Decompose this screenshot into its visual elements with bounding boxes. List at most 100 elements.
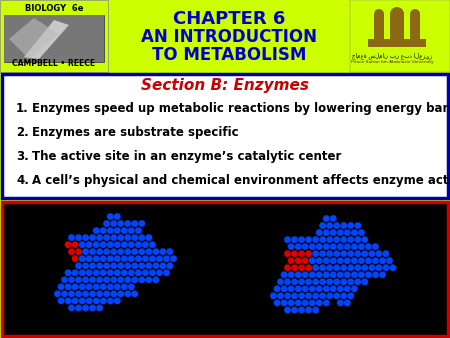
Circle shape xyxy=(117,290,124,297)
Circle shape xyxy=(96,305,103,311)
Circle shape xyxy=(305,292,312,299)
Circle shape xyxy=(291,250,298,257)
Circle shape xyxy=(355,279,361,285)
Circle shape xyxy=(358,229,365,236)
Circle shape xyxy=(316,229,323,236)
Circle shape xyxy=(295,271,302,278)
Circle shape xyxy=(103,276,110,283)
Circle shape xyxy=(347,250,354,257)
Text: CAMPBELL • REECE: CAMPBELL • REECE xyxy=(13,59,95,68)
Circle shape xyxy=(361,264,368,271)
Circle shape xyxy=(139,234,145,241)
Circle shape xyxy=(135,255,142,262)
Circle shape xyxy=(139,262,145,269)
Circle shape xyxy=(316,257,323,264)
Circle shape xyxy=(114,297,121,304)
Circle shape xyxy=(128,241,135,248)
Circle shape xyxy=(93,255,99,262)
Circle shape xyxy=(107,255,114,262)
Circle shape xyxy=(107,227,114,234)
Circle shape xyxy=(323,271,330,278)
Circle shape xyxy=(369,250,375,257)
Circle shape xyxy=(309,271,315,278)
Circle shape xyxy=(291,292,298,299)
Circle shape xyxy=(355,222,361,229)
Bar xyxy=(410,14,420,39)
Text: 4.: 4. xyxy=(16,174,29,187)
Circle shape xyxy=(330,257,337,264)
Circle shape xyxy=(79,241,86,248)
Circle shape xyxy=(131,276,138,283)
Circle shape xyxy=(316,299,323,306)
Circle shape xyxy=(149,241,156,248)
Circle shape xyxy=(340,264,347,271)
Circle shape xyxy=(124,290,131,297)
Text: جامعة سلمان بن عبد العزيز: جامعة سلمان بن عبد العزيز xyxy=(352,52,432,59)
Circle shape xyxy=(291,279,298,285)
Circle shape xyxy=(365,257,372,264)
Circle shape xyxy=(68,305,75,311)
Circle shape xyxy=(145,276,152,283)
Circle shape xyxy=(323,215,330,222)
Circle shape xyxy=(156,255,163,262)
Circle shape xyxy=(131,290,138,297)
Circle shape xyxy=(93,227,99,234)
Circle shape xyxy=(312,279,319,285)
Circle shape xyxy=(86,255,93,262)
Circle shape xyxy=(117,248,124,255)
Circle shape xyxy=(61,276,68,283)
Circle shape xyxy=(309,299,315,306)
Circle shape xyxy=(103,234,110,241)
Circle shape xyxy=(312,264,319,271)
Circle shape xyxy=(131,220,138,227)
Circle shape xyxy=(330,285,337,292)
Circle shape xyxy=(302,271,309,278)
Circle shape xyxy=(361,250,368,257)
Circle shape xyxy=(110,234,117,241)
Circle shape xyxy=(372,257,379,264)
Circle shape xyxy=(298,236,305,243)
Circle shape xyxy=(351,271,358,278)
Circle shape xyxy=(326,250,333,257)
Circle shape xyxy=(79,297,86,304)
Circle shape xyxy=(333,279,340,285)
Circle shape xyxy=(274,285,280,292)
Circle shape xyxy=(281,285,288,292)
Circle shape xyxy=(149,269,156,276)
Circle shape xyxy=(309,257,315,264)
Circle shape xyxy=(93,297,99,304)
Circle shape xyxy=(110,220,117,227)
Circle shape xyxy=(89,276,96,283)
Circle shape xyxy=(65,241,72,248)
Circle shape xyxy=(149,255,156,262)
Circle shape xyxy=(369,264,375,271)
Circle shape xyxy=(298,279,305,285)
Circle shape xyxy=(170,255,177,262)
Bar xyxy=(4,15,104,62)
Circle shape xyxy=(298,264,305,271)
Circle shape xyxy=(284,279,291,285)
Circle shape xyxy=(65,269,72,276)
Circle shape xyxy=(355,236,361,243)
Text: BIOLOGY  6e: BIOLOGY 6e xyxy=(25,4,83,13)
Circle shape xyxy=(65,283,72,290)
Circle shape xyxy=(107,283,114,290)
Circle shape xyxy=(277,292,284,299)
Circle shape xyxy=(337,243,344,250)
Circle shape xyxy=(68,290,75,297)
Circle shape xyxy=(135,269,142,276)
Circle shape xyxy=(316,285,323,292)
Circle shape xyxy=(351,243,358,250)
Circle shape xyxy=(121,255,128,262)
Circle shape xyxy=(72,283,79,290)
Circle shape xyxy=(379,257,386,264)
Circle shape xyxy=(96,248,103,255)
Circle shape xyxy=(330,229,337,236)
Circle shape xyxy=(159,262,166,269)
Text: 1.: 1. xyxy=(16,102,29,115)
Bar xyxy=(368,39,426,47)
Circle shape xyxy=(124,248,131,255)
Circle shape xyxy=(333,236,340,243)
Text: TO METABOLISM: TO METABOLISM xyxy=(152,46,306,64)
Circle shape xyxy=(142,269,149,276)
